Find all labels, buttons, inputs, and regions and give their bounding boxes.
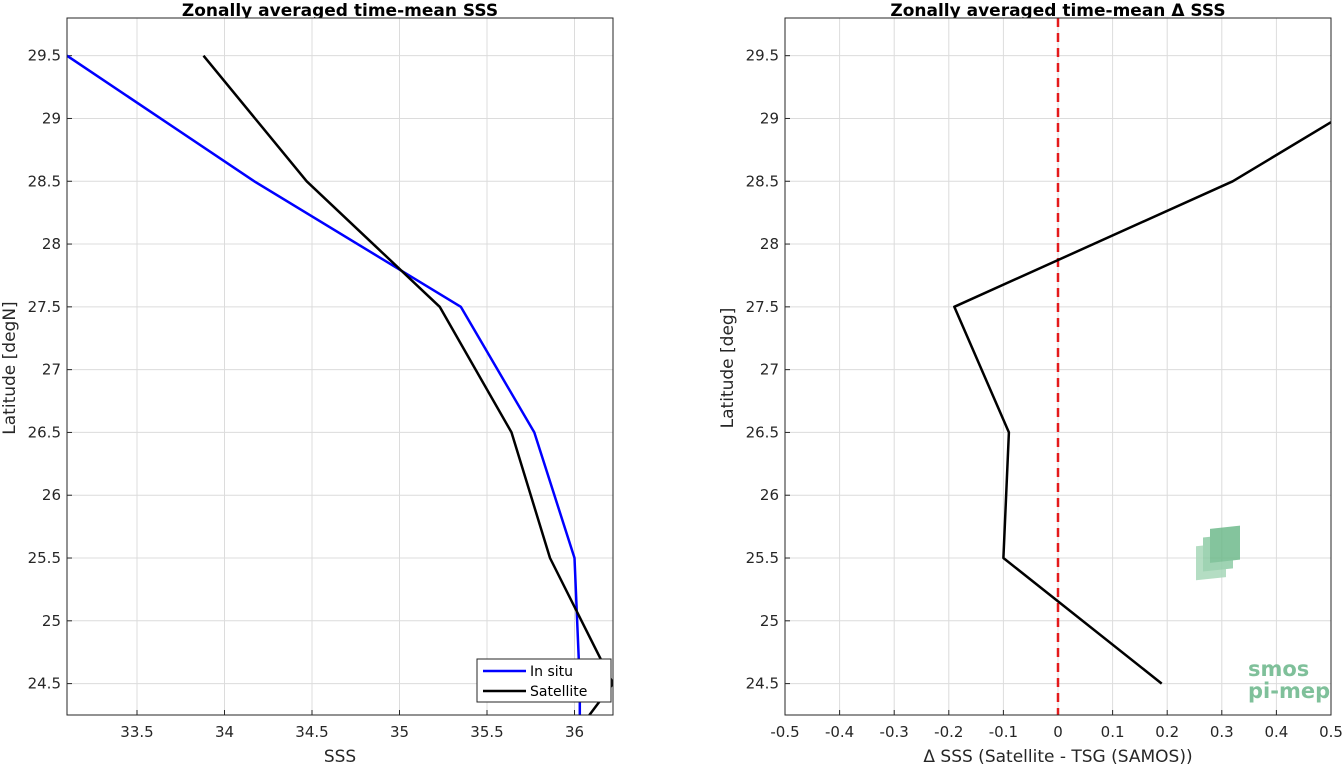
right-y-axis-label: Latitude [deg]	[718, 308, 738, 429]
y-tick-label: 24.5	[28, 675, 61, 693]
x-tick-label: 0.1	[1101, 723, 1125, 741]
y-tick-label: 27.5	[28, 298, 61, 316]
x-tick-label: 33.5	[120, 723, 153, 741]
left-chart-title: Zonally averaged time-mean SSS	[182, 1, 498, 21]
x-tick-label: 0.4	[1264, 723, 1288, 741]
y-tick-label: 25.5	[746, 549, 779, 567]
y-tick-label: 28.5	[746, 172, 779, 190]
left-x-axis-label: SSS	[324, 747, 356, 765]
right-chart-title: Zonally averaged time-mean Δ SSS	[890, 1, 1225, 21]
x-tick-label: -0.4	[825, 723, 854, 741]
left-series-line-1	[202, 54, 613, 715]
right-panel: Zonally averaged time-mean Δ SSS -0.5 -0.…	[718, 1, 1343, 765]
x-tick-label: 34.5	[295, 723, 328, 741]
y-tick-label: 29.5	[746, 47, 779, 65]
legend-label-in-situ: In situ	[530, 664, 573, 680]
x-tick-label: 0.3	[1210, 723, 1234, 741]
y-tick-label: 26	[760, 486, 779, 504]
y-tick-label: 27	[760, 361, 779, 379]
y-tick-label: 29	[42, 109, 61, 127]
x-tick-label: 35.5	[470, 723, 503, 741]
y-tick-label: 25.5	[28, 549, 61, 567]
y-tick-label: 25	[42, 612, 61, 630]
y-tick-label: 26.5	[746, 423, 779, 441]
x-tick-label: -0.1	[989, 723, 1018, 741]
x-tick-label: -0.5	[770, 723, 799, 741]
right-x-axis-label: Δ SSS (Satellite - TSG (SAMOS))	[923, 747, 1192, 765]
x-tick-label: 0.2	[1155, 723, 1179, 741]
right-series-lines	[953, 121, 1331, 685]
x-tick-label: -0.3	[880, 723, 909, 741]
x-tick-label: 35	[390, 723, 409, 741]
x-tick-label: 0	[1053, 723, 1063, 741]
y-tick-label: 24.5	[746, 675, 779, 693]
smos-pi-mep-logo: smos pi-mep	[1196, 525, 1330, 703]
right-y-tick-labels: 24.5 25 25.5 26 26.5 27 27.5 28 28.5 29 29.5	[746, 47, 779, 693]
left-plot-frame	[66, 17, 614, 716]
y-tick-label: 26	[42, 486, 61, 504]
x-tick-label: 36	[565, 723, 584, 741]
legend-label-satellite: Satellite	[530, 684, 587, 700]
y-tick-label: 26.5	[28, 423, 61, 441]
right-series-line-0	[953, 121, 1331, 685]
x-tick-label: -0.2	[934, 723, 963, 741]
y-tick-label: 25	[760, 612, 779, 630]
y-tick-label: 29.5	[28, 47, 61, 65]
left-plot-area	[67, 18, 613, 715]
legend: In situ Satellite	[476, 658, 612, 703]
left-y-axis-label: Latitude [degN]	[0, 301, 20, 434]
left-panel: Zonally averaged time-mean SSS 33.5 34 34.…	[0, 1, 614, 765]
x-tick-label: 0.5	[1319, 723, 1343, 741]
left-x-tick-labels: 33.5 34 34.5 35 35.5 36	[120, 723, 584, 741]
logo-text-pi-mep: pi-mep	[1248, 679, 1330, 703]
right-plot-frame	[784, 17, 1332, 716]
y-tick-label: 27.5	[746, 298, 779, 316]
y-tick-label: 27	[42, 361, 61, 379]
right-x-tick-labels: -0.5 -0.4 -0.3 -0.2 -0.1 0 0.1 0.2 0.3 0.4 0.5	[770, 723, 1343, 741]
logo-icon	[1196, 525, 1240, 581]
left-y-tick-labels: 24.5 25 25.5 26 26.5 27 27.5 28 28.5 29 29.5	[28, 47, 61, 693]
x-tick-label: 34	[215, 723, 234, 741]
left-grid	[67, 18, 613, 715]
y-tick-label: 28	[42, 235, 61, 253]
y-tick-label: 29	[760, 109, 779, 127]
y-tick-label: 28	[760, 235, 779, 253]
logo-text-smos: smos	[1248, 657, 1309, 681]
legend-box	[476, 658, 612, 703]
y-tick-label: 28.5	[28, 172, 61, 190]
